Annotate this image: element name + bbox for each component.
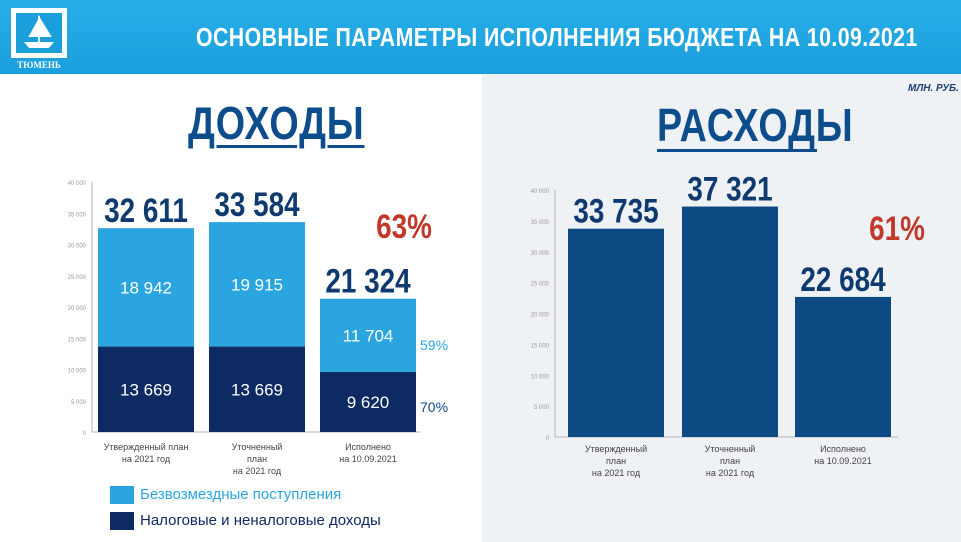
income-y-tick-label: 0 bbox=[83, 431, 87, 437]
income-value-label-tax: 9 620 bbox=[347, 393, 390, 412]
income-category-label: Исполнено bbox=[345, 442, 391, 452]
expenses-y-tick-label: 35 000 bbox=[531, 220, 550, 226]
income-y-tick-label: 20 000 bbox=[68, 306, 87, 312]
income-total-label: 32 611 bbox=[104, 192, 188, 230]
expenses-category-label: на 2021 год bbox=[592, 468, 641, 478]
income-total-label: 33 584 bbox=[214, 185, 300, 223]
expenses-y-tick-label: 5 000 bbox=[534, 405, 550, 411]
expenses-y-tick-label: 15 000 bbox=[531, 343, 550, 349]
income-percent-total: 63% bbox=[376, 207, 432, 245]
income-percent-transfers: 59% bbox=[420, 337, 448, 353]
expenses-bar bbox=[795, 296, 891, 437]
income-total-label: 21 324 bbox=[325, 262, 411, 300]
legend-swatch-dark bbox=[110, 512, 134, 530]
income-bar-transfers bbox=[98, 228, 194, 347]
expenses-y-tick-label: 40 000 bbox=[531, 189, 550, 195]
tyumen-logo: ТЮМЕНЬ bbox=[11, 8, 67, 70]
expenses-value-label: 37 321 bbox=[687, 170, 772, 208]
logo-hull bbox=[24, 42, 54, 48]
income-bar-tax bbox=[320, 371, 416, 432]
income-category-label: на 2021 год bbox=[122, 454, 171, 464]
income-category-label: Утвержденный план bbox=[104, 442, 189, 452]
expenses-bar bbox=[568, 228, 664, 437]
income-bar-transfers bbox=[209, 222, 305, 347]
header-bar: ТЮМЕНЬ ОСНОВНЫЕ ПАРАМЕТРЫ ИСПОЛНЕНИЯ БЮД… bbox=[0, 0, 961, 74]
units-label: МЛН. РУБ. bbox=[908, 83, 959, 94]
income-title: ДОХОДЫ bbox=[188, 97, 365, 149]
page-title: ОСНОВНЫЕ ПАРАМЕТРЫ ИСПОЛНЕНИЯ БЮДЖЕТА НА… bbox=[196, 22, 918, 52]
income-y-tick-label: 15 000 bbox=[68, 337, 87, 343]
expenses-category-label: Утвержденный bbox=[585, 444, 647, 454]
expenses-category-label: план bbox=[606, 456, 626, 466]
expenses-value-label: 22 684 bbox=[800, 260, 886, 298]
income-category-label: план bbox=[247, 454, 267, 464]
income-y-tick-label: 35 000 bbox=[68, 212, 87, 218]
income-category-label: Уточненный bbox=[232, 442, 283, 452]
income-bar-tax bbox=[98, 346, 194, 432]
expenses-y-tick-label: 25 000 bbox=[531, 282, 550, 288]
expenses-title: РАСХОДЫ bbox=[657, 99, 854, 151]
logo-ship-icon bbox=[28, 14, 52, 42]
expenses-percent-total: 61% bbox=[869, 209, 925, 247]
legend-label-tax: Налоговые и неналоговые доходы bbox=[140, 512, 381, 529]
income-y-tick-label: 10 000 bbox=[68, 369, 87, 375]
income-y-tick-label: 40 000 bbox=[68, 181, 87, 187]
expenses-category-label: на 2021 год bbox=[706, 468, 755, 478]
logo-text: ТЮМЕНЬ bbox=[17, 60, 61, 70]
income-percent-tax: 70% bbox=[420, 399, 448, 415]
income-value-label-transfers: 19 915 bbox=[231, 275, 283, 294]
expenses-category-label: Исполнено bbox=[820, 444, 866, 454]
income-bar-transfers bbox=[320, 298, 416, 372]
income-value-label-transfers: 11 704 bbox=[343, 326, 394, 345]
income-value-label-tax: 13 669 bbox=[120, 380, 172, 399]
income-y-tick-label: 5 000 bbox=[71, 400, 87, 406]
legend-label-transfers: Безвозмездные поступления bbox=[140, 486, 342, 503]
expenses-y-tick-label: 0 bbox=[546, 436, 550, 442]
income-value-label-transfers: 18 942 bbox=[120, 278, 172, 297]
expenses-category-label: на 10.09.2021 bbox=[814, 456, 872, 466]
expenses-y-tick-label: 20 000 bbox=[531, 313, 550, 319]
expenses-bar bbox=[682, 206, 778, 437]
income-value-label-tax: 13 669 bbox=[231, 380, 283, 399]
income-category-label: на 2021 год bbox=[233, 466, 282, 476]
income-y-tick-label: 30 000 bbox=[68, 244, 87, 250]
income-y-tick-label: 25 000 bbox=[68, 275, 87, 281]
expenses-category-label: план bbox=[720, 456, 740, 466]
expenses-y-tick-label: 30 000 bbox=[531, 251, 550, 257]
legend-swatch-light bbox=[110, 486, 134, 504]
expenses-value-label: 33 735 bbox=[573, 192, 658, 230]
income-bar-tax bbox=[209, 346, 305, 432]
expenses-category-label: Уточненный bbox=[705, 444, 756, 454]
income-category-label: на 10.09.2021 bbox=[339, 454, 397, 464]
expenses-y-tick-label: 10 000 bbox=[531, 374, 550, 380]
